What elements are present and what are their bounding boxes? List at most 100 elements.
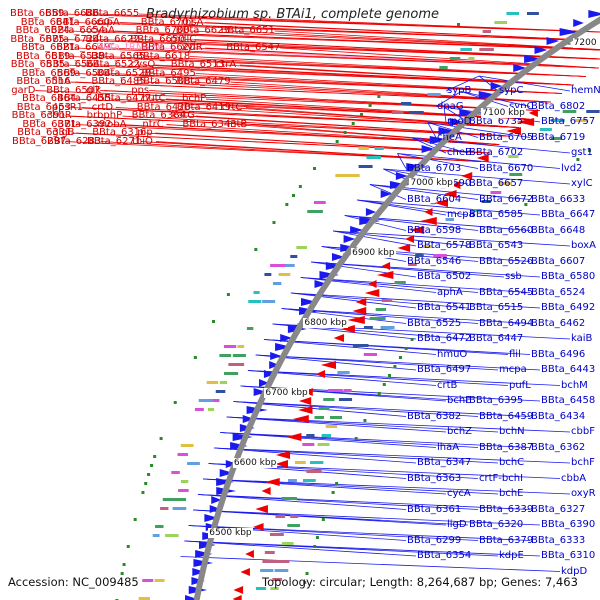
cog-category-mark — [306, 434, 315, 437]
leader-line — [332, 230, 571, 247]
cog-category-mark — [479, 48, 494, 51]
scale-tick-label: 6600 kbp — [232, 458, 278, 468]
leader-line — [214, 447, 571, 464]
leader-line — [76, 132, 490, 154]
cog-category-mark — [223, 345, 237, 348]
leader-line — [233, 401, 531, 417]
gene-label-right: pufL — [509, 379, 531, 391]
gene-label-right: bchF — [571, 457, 595, 468]
gene-label-left: BBta_6507 — [46, 84, 101, 96]
leader-line — [203, 478, 571, 495]
cog-category-mark — [472, 209, 482, 212]
gene-label-right: bchC — [499, 457, 525, 468]
cog-category-mark — [310, 461, 324, 464]
gene-label-right: cbbF — [571, 426, 595, 437]
gene-label-left: brbphP — [86, 110, 123, 122]
gene-label-left: intB — [227, 118, 248, 130]
reverse-gene-mark — [263, 370, 276, 378]
gene-label-left: BBta_6316 — [92, 127, 147, 139]
cog-category-mark — [302, 479, 316, 482]
leader-line — [369, 184, 407, 200]
gene-label-right: BBta_6560 — [479, 224, 534, 236]
cog-category-mark — [219, 381, 228, 384]
gene-label-left: cyaA — [90, 25, 115, 36]
feature-dot — [141, 491, 145, 494]
gene-label-right: BBta_6757 — [541, 116, 596, 127]
cog-category-mark — [264, 551, 275, 554]
gene-label-right: gst1 — [571, 147, 593, 158]
leader-line — [220, 432, 437, 448]
gene-label-left: BBta_6392 — [57, 118, 112, 130]
forward-gene-mark — [424, 208, 433, 216]
cog-category-mark — [539, 128, 552, 131]
cog-category-mark — [180, 444, 194, 447]
gene-label-right: lvd2 — [561, 162, 583, 174]
gene-label-right: BBta_6347 — [417, 457, 472, 468]
leader-line — [461, 91, 531, 107]
gene-label-right: BBta_6310 — [541, 550, 596, 561]
gene-label-right: hmuO — [437, 348, 468, 360]
forward-gene-mark — [233, 586, 244, 594]
gene-label-left: BBta_6477 — [97, 93, 152, 105]
gene-label-right: BBta_6497 — [417, 364, 472, 375]
reverse-gene-mark — [365, 208, 376, 216]
cog-category-mark — [237, 345, 245, 348]
backbone-arc — [193, 16, 600, 600]
cog-category-mark — [551, 119, 565, 122]
cog-category-mark — [281, 497, 297, 500]
leader-line — [300, 277, 531, 293]
gene-label-right: BBta_6578 — [417, 240, 472, 251]
gene-label-right: BBta_6526 — [479, 255, 534, 267]
gene-label-right: BBta_6458 — [541, 395, 596, 406]
cog-category-mark — [375, 308, 387, 311]
gene-label-left: BBta_6641 — [20, 16, 76, 28]
gene-label-right: BBta_6354 — [417, 550, 472, 561]
reverse-gene-mark — [192, 568, 206, 576]
leader-line — [281, 308, 531, 324]
cog-category-mark — [255, 587, 267, 590]
forward-gene-mark — [461, 172, 473, 180]
feature-dot — [298, 185, 302, 188]
cog-category-mark — [314, 416, 324, 419]
leader-line — [344, 215, 479, 231]
gene-label-right: flil — [509, 348, 521, 360]
cog-category-mark — [508, 155, 519, 158]
gene-label-right: lhaA — [437, 441, 460, 453]
leader-line — [435, 91, 462, 107]
leader-line — [220, 432, 479, 448]
gene-label-left: BBta_6650 — [130, 33, 185, 45]
cog-category-mark — [433, 254, 447, 257]
gene-label-left: pps — [131, 84, 150, 96]
leader-line — [197, 494, 531, 510]
forward-gene-mark — [355, 298, 367, 306]
feature-dot — [159, 437, 163, 440]
forward-gene-mark — [261, 487, 271, 495]
cog-category-mark — [439, 66, 448, 69]
leader-line — [226, 416, 499, 433]
leader-line — [344, 215, 407, 231]
gene-label-right: BBta_6459 — [479, 410, 534, 422]
cog-category-mark — [264, 273, 272, 276]
gene-label-right: BBta_6382 — [407, 410, 462, 422]
cog-category-mark — [219, 354, 232, 357]
gene-label-left: katG — [171, 110, 196, 122]
cog-category-mark — [253, 291, 260, 294]
cog-category-mark — [494, 21, 508, 24]
gene-label-right: BBta_6443 — [541, 364, 596, 375]
cog-category-mark — [527, 12, 539, 15]
cog-category-mark — [187, 462, 200, 465]
cog-category-mark — [335, 174, 351, 177]
feature-dot — [331, 491, 335, 494]
cog-category-mark — [290, 255, 298, 258]
leader-line — [397, 153, 561, 169]
gene-label-right: BBta_6327 — [531, 503, 586, 515]
gene-label-left: flhA — [51, 76, 71, 88]
gene-label-left: ctrA — [215, 59, 237, 71]
reverse-gene-mark — [216, 478, 234, 486]
leader-line — [263, 339, 509, 355]
leader-line — [226, 416, 571, 433]
reverse-gene-mark — [209, 505, 221, 513]
gene-label-right: mcpa — [447, 209, 475, 220]
cog-category-mark — [380, 326, 395, 329]
gene-label-left: BBta_6535 — [10, 59, 66, 71]
